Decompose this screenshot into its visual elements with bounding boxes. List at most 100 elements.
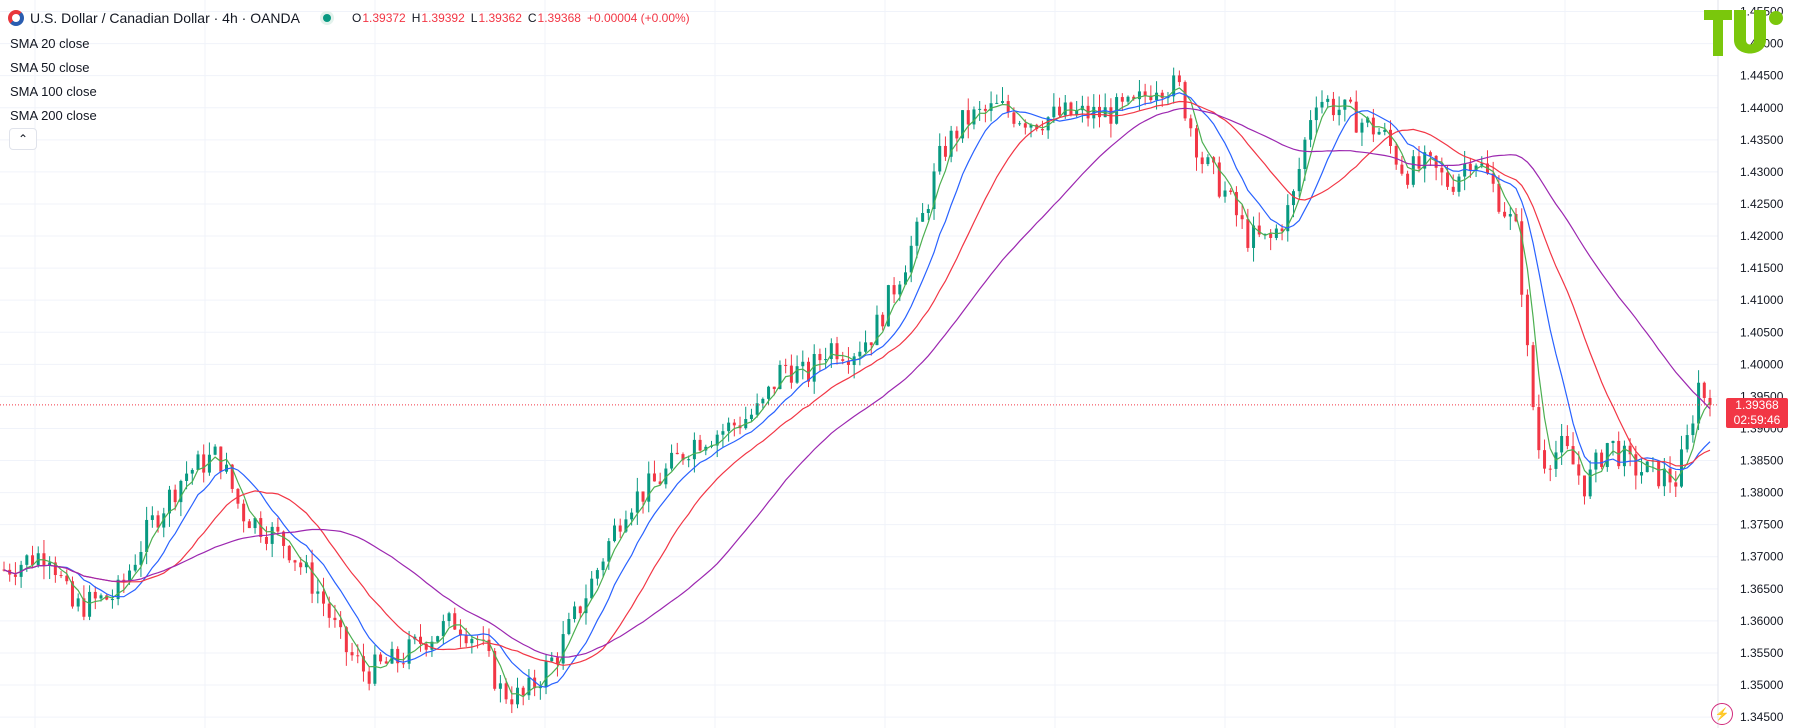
candle-body — [1229, 190, 1233, 192]
candle-body — [1309, 120, 1313, 140]
candle-body — [835, 343, 839, 360]
candle-body — [1240, 215, 1244, 220]
candle-body — [498, 683, 502, 689]
candle-body — [516, 687, 520, 705]
y-tick-label: 1.44500 — [1740, 69, 1784, 83]
candle-body — [110, 599, 114, 601]
candle-body — [59, 575, 63, 577]
candle-body — [282, 531, 286, 546]
candle-body — [555, 657, 559, 664]
y-tick-label: 1.42500 — [1740, 197, 1784, 211]
candle-body — [903, 272, 907, 285]
candle-body — [864, 342, 868, 352]
candle-body — [48, 562, 52, 566]
study-sma-100[interactable]: SMA 100 close — [10, 84, 97, 99]
y-tick-label: 1.35500 — [1740, 646, 1784, 660]
candle-body — [1280, 228, 1284, 232]
candle-body — [818, 354, 822, 361]
candle-body — [584, 598, 588, 614]
candle-body — [926, 209, 930, 213]
candle-body — [156, 515, 160, 528]
candle-body — [1320, 101, 1324, 108]
candle-body — [898, 284, 902, 295]
candle-body — [978, 108, 982, 110]
candle-body — [955, 130, 959, 139]
candle-body — [464, 635, 468, 644]
candle-body — [812, 354, 816, 382]
candle-body — [1588, 469, 1592, 497]
symbol-title[interactable]: U.S. Dollar / Canadian Dollar · 4h · OAN… — [30, 10, 300, 26]
candle-body — [1388, 129, 1392, 146]
candle-body — [573, 606, 577, 620]
price-axis[interactable]: 1.455001.450001.445001.440001.435001.430… — [1717, 0, 1784, 728]
lightning-icon[interactable]: ⚡ — [1711, 703, 1733, 725]
study-sma-50[interactable]: SMA 50 close — [10, 60, 90, 75]
candle-body — [264, 536, 268, 544]
candle-body — [789, 365, 793, 383]
candle-body — [1423, 152, 1427, 169]
candle-body — [424, 643, 428, 650]
sma-line — [3, 92, 1711, 688]
candle-body — [1337, 109, 1341, 116]
candle-body — [1143, 91, 1147, 96]
candle-body — [1120, 97, 1124, 102]
candle-body — [1560, 435, 1564, 453]
candle-body — [527, 677, 531, 696]
candle-body — [1063, 102, 1067, 116]
ohlc-open: O1.39372 — [352, 11, 406, 25]
candle-body — [1525, 294, 1529, 346]
candle-body — [1069, 102, 1073, 115]
chart-header: U.S. Dollar / Canadian Dollar · 4h · OAN… — [8, 10, 690, 26]
candle-body — [1543, 450, 1547, 469]
candle-body — [561, 634, 565, 664]
candle-body — [1605, 443, 1609, 468]
candle-body — [1006, 101, 1010, 113]
study-sma-20[interactable]: SMA 20 close — [10, 36, 90, 51]
sma-line — [3, 107, 1711, 658]
candle-body — [242, 503, 246, 522]
candle-body — [921, 212, 925, 222]
ohlc-high: H1.39392 — [411, 11, 465, 25]
y-tick-label: 1.34500 — [1740, 710, 1784, 724]
candle-body — [310, 562, 314, 594]
candle-body — [1286, 205, 1290, 232]
candle-body — [344, 627, 348, 653]
candle-body — [886, 285, 890, 327]
candle-body — [1446, 172, 1450, 187]
candle-body — [327, 603, 331, 618]
market-status-icon[interactable] — [320, 11, 334, 25]
candle-body — [989, 103, 993, 111]
candle-body — [225, 464, 229, 472]
candle-body — [687, 459, 691, 461]
candle-body — [190, 469, 194, 474]
candle-body — [590, 578, 594, 599]
candle-body — [504, 683, 508, 700]
candle-body — [544, 661, 548, 687]
candle-body — [1354, 101, 1358, 133]
candle-body — [122, 579, 126, 582]
collapse-studies-button[interactable]: ⌃ — [9, 128, 37, 150]
candle-body — [521, 687, 525, 696]
candle-body — [749, 414, 753, 420]
candle-body — [133, 564, 137, 571]
candle-body — [128, 570, 132, 582]
candle-body — [778, 364, 782, 390]
candle-body — [202, 454, 206, 473]
candle-body — [316, 591, 320, 594]
candle-body — [1531, 345, 1535, 408]
candle-body — [869, 342, 873, 346]
studies-legend: SMA 20 close SMA 50 close SMA 100 close … — [10, 35, 97, 131]
y-tick-label: 1.40000 — [1740, 357, 1784, 371]
candle-body — [1303, 139, 1307, 169]
candle-body — [276, 526, 280, 532]
candle-body — [379, 654, 383, 662]
candle-body — [846, 360, 850, 365]
candle-body — [767, 386, 771, 399]
study-sma-200[interactable]: SMA 200 close — [10, 108, 97, 123]
candle-body — [230, 464, 234, 489]
candle-body — [1582, 475, 1586, 497]
candle-body — [1491, 173, 1495, 184]
candle-body — [287, 545, 291, 561]
candle-body — [436, 636, 440, 642]
